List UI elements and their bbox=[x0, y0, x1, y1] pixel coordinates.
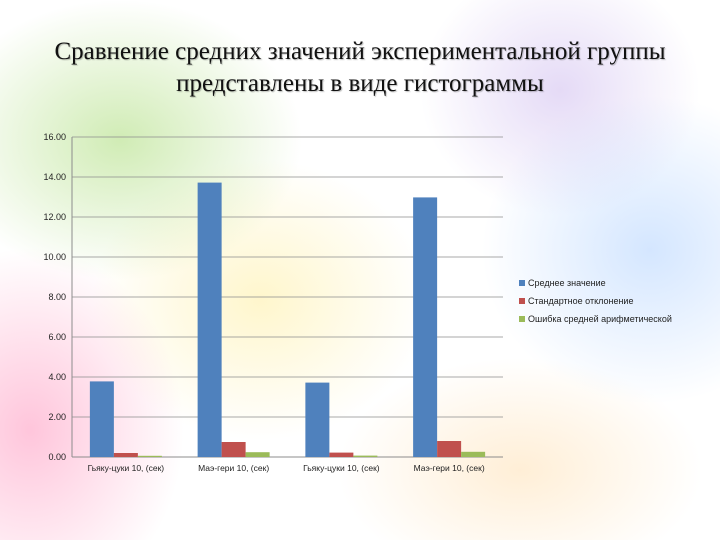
bar bbox=[353, 455, 378, 457]
bar bbox=[113, 453, 138, 457]
bar bbox=[461, 451, 486, 457]
legend-label: Среднее значение bbox=[528, 278, 606, 288]
x-tick-label: Гьяку-цуки 10, (сек) bbox=[303, 463, 380, 473]
legend-swatch bbox=[519, 298, 525, 304]
bar bbox=[245, 452, 270, 457]
x-tick-label: Маэ-гери 10, (сек) bbox=[198, 463, 269, 473]
bar bbox=[221, 442, 246, 457]
bar bbox=[305, 382, 330, 457]
legend-swatch bbox=[519, 316, 525, 322]
x-tick-label: Гьяку-цуки 10, (сек) bbox=[88, 463, 165, 473]
y-tick-label: 4.00 bbox=[48, 372, 66, 382]
y-tick-label: 6.00 bbox=[48, 332, 66, 342]
bar bbox=[329, 452, 354, 457]
y-tick-label: 16.00 bbox=[43, 132, 66, 142]
legend-label: Стандартное отклонение bbox=[528, 296, 633, 306]
bar bbox=[137, 455, 162, 457]
y-tick-label: 14.00 bbox=[43, 172, 66, 182]
y-tick-label: 2.00 bbox=[48, 412, 66, 422]
bar bbox=[197, 182, 222, 457]
x-tick-label: Маэ-гери 10, (сек) bbox=[414, 463, 485, 473]
y-tick-label: 10.00 bbox=[43, 252, 66, 262]
bar bbox=[413, 197, 438, 457]
y-tick-label: 8.00 bbox=[48, 292, 66, 302]
bar bbox=[437, 441, 462, 457]
legend-swatch bbox=[519, 280, 525, 286]
slide-title: Сравнение средних значений экспериментал… bbox=[54, 38, 666, 97]
legend-label: Ошибка средней арифметической bbox=[528, 314, 672, 324]
y-tick-label: 0.00 bbox=[48, 452, 66, 462]
y-tick-label: 12.00 bbox=[43, 212, 66, 222]
bar bbox=[89, 381, 114, 457]
